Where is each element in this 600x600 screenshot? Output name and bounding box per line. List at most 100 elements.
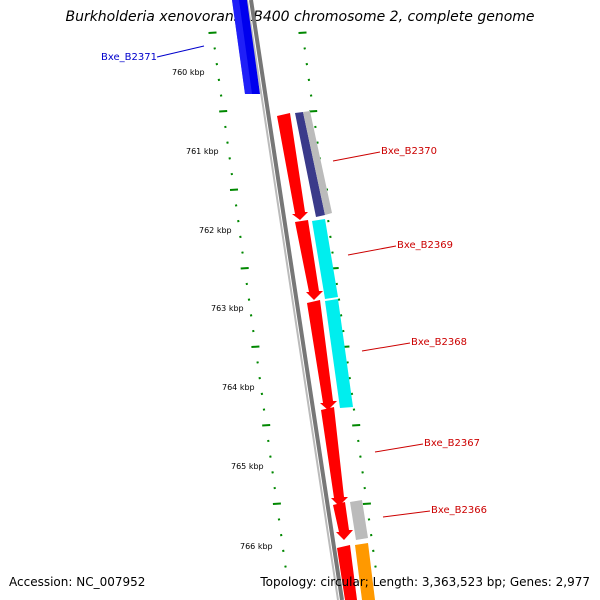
minor-tick (213, 47, 216, 50)
cog-block-grey-2 (350, 500, 368, 540)
minor-tick (219, 94, 223, 97)
major-tick (219, 110, 228, 113)
minor-tick (241, 251, 244, 254)
gene-bxe-b2369 (295, 220, 323, 300)
major-tick (272, 502, 281, 505)
minor-tick (237, 219, 240, 223)
leader-bxe-b2366 (382, 510, 431, 518)
minor-tick (260, 392, 264, 396)
minor-tick (314, 125, 317, 129)
leader-bxe-b2369 (347, 245, 397, 256)
major-tick (352, 424, 361, 427)
gene-next-forward (337, 545, 357, 600)
minor-tick (305, 62, 309, 66)
cog-block-grey-1 (303, 111, 332, 215)
gene-label-bxe-b2366: Bxe_B2366 (431, 505, 487, 516)
minor-tick (249, 314, 253, 317)
leader-bxe-b2367 (374, 443, 424, 453)
gene-label-bxe-b2368: Bxe_B2368 (411, 337, 467, 348)
minor-tick (258, 376, 261, 380)
minor-tick (309, 94, 313, 97)
gene-bxe-b2368 (307, 300, 337, 410)
scale-label-766: 766 kbp (240, 542, 273, 551)
minor-tick (346, 361, 349, 364)
minor-tick (269, 455, 272, 458)
cog-block-cyan-2 (325, 299, 353, 408)
topology-summary: Topology: circular; Length: 3,363,523 bp… (260, 575, 590, 589)
scale-label-765: 765 kbp (231, 462, 264, 471)
minor-tick (367, 518, 371, 521)
leader-bxe-b2370 (332, 151, 381, 162)
minor-tick (262, 408, 266, 411)
minor-tick (337, 298, 341, 301)
minor-tick (352, 408, 356, 411)
gene-label-bxe-b2371: Bxe_B2371 (101, 52, 157, 63)
backbone-outer (249, 0, 344, 600)
minor-tick (307, 78, 311, 82)
minor-tick (374, 565, 377, 568)
minor-tick (359, 455, 362, 458)
cog-block-cyan-1 (312, 219, 338, 299)
scale-label-760: 760 kbp (172, 68, 205, 77)
minor-tick (329, 235, 332, 239)
leader-bxe-b2368 (361, 342, 411, 352)
scale-label-762: 762 kbp (199, 226, 232, 235)
gene-bxe-b2366 (333, 502, 353, 540)
minor-tick (277, 518, 281, 521)
gene-bxe-b2367 (321, 407, 348, 506)
minor-tick (247, 298, 251, 301)
minor-tick (224, 125, 227, 129)
minor-tick (215, 62, 219, 66)
minor-tick (271, 471, 274, 474)
minor-tick (256, 361, 259, 364)
major-tick (309, 110, 318, 113)
minor-tick (267, 439, 270, 443)
minor-tick (335, 282, 339, 286)
major-tick (251, 345, 260, 348)
minor-tick (245, 282, 249, 286)
minor-tick (230, 172, 234, 176)
map-title: Burkholderia xenovorans LB400 chromosome… (65, 9, 535, 25)
minor-tick (369, 533, 373, 537)
backbone-inner (246, 0, 339, 600)
minor-tick (339, 314, 343, 317)
minor-tick (350, 392, 354, 396)
minor-tick (217, 78, 221, 82)
minor-tick (284, 565, 287, 568)
minor-tick (273, 486, 276, 490)
major-tick (229, 188, 239, 191)
major-tick (262, 424, 271, 427)
minor-tick (342, 329, 345, 333)
minor-tick (357, 439, 360, 443)
minor-tick (327, 219, 330, 223)
minor-tick (282, 549, 285, 553)
minor-tick (252, 329, 255, 333)
minor-tick (226, 141, 229, 144)
minor-tick (228, 157, 231, 160)
major-tick (362, 502, 371, 505)
gene-label-bxe-b2367: Bxe_B2367 (424, 438, 480, 449)
gene-label-bxe-b2370: Bxe_B2370 (381, 146, 437, 157)
major-tick (240, 267, 249, 270)
major-tick (208, 31, 217, 34)
gene-label-bxe-b2369: Bxe_B2369 (397, 240, 453, 251)
scale-label-763: 763 kbp (211, 304, 244, 313)
leader-bxe-b2371 (156, 45, 205, 58)
gene-bxe-b2371-shade (232, 0, 252, 94)
minor-tick (331, 251, 334, 254)
minor-tick (348, 376, 351, 380)
inner-tick-ring (208, 31, 287, 568)
minor-tick (361, 471, 364, 474)
minor-tick (363, 486, 366, 490)
minor-tick (372, 549, 375, 553)
minor-tick (279, 533, 283, 537)
minor-tick (234, 204, 238, 207)
gene-bxe-b2370 (277, 113, 308, 220)
cog-block-orange (355, 543, 375, 600)
accession-text: Accession: NC_007952 (9, 575, 146, 589)
major-tick (298, 31, 307, 34)
minor-tick (239, 235, 242, 239)
scale-label-764: 764 kbp (222, 383, 255, 392)
scale-label-761: 761 kbp (186, 147, 219, 156)
